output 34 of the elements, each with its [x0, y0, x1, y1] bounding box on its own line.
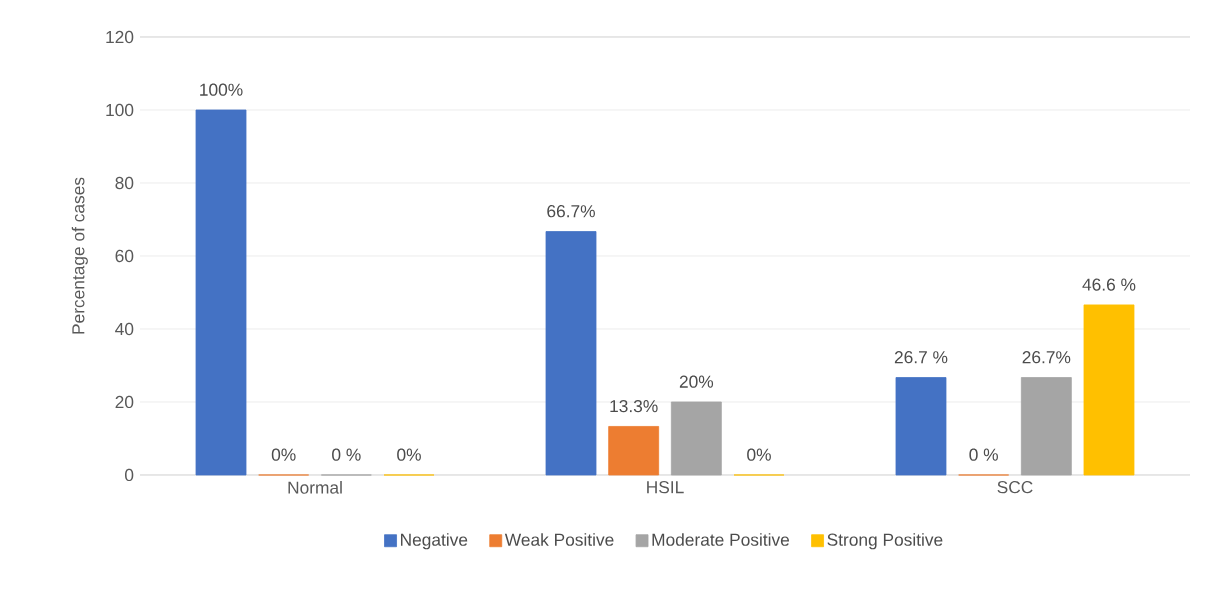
legend-label: Weak Positive: [504, 533, 614, 546]
data-label: 26.7 %: [894, 351, 948, 364]
bar: [195, 109, 247, 476]
data-label: 0%: [747, 448, 771, 461]
y-tick-label: 60: [115, 249, 134, 263]
y-tick-label: 0: [125, 468, 134, 482]
data-label: 0 %: [969, 448, 998, 461]
y-tick-label: 120: [106, 30, 134, 44]
data-label: 0%: [397, 448, 421, 461]
legend-label: Negative: [401, 533, 468, 550]
x-tick-label: SCC: [997, 481, 1033, 494]
data-label: 66.7%: [547, 205, 595, 218]
bar: [1020, 377, 1072, 476]
y-tick-label: 80: [115, 176, 134, 190]
data-label: 20%: [679, 375, 714, 388]
data-label: 26.7%: [1022, 351, 1071, 364]
bar: [608, 426, 660, 476]
y-tick-label: 100: [106, 103, 134, 117]
bar: [895, 377, 947, 476]
y-axis-title: Percentage of cases: [71, 177, 88, 334]
x-tick-label: Normal: [288, 481, 342, 494]
data-label: 100%: [200, 83, 243, 96]
data-label: 46.6 %: [1082, 278, 1136, 291]
bar: [545, 231, 597, 476]
data-label: 0 %: [332, 448, 361, 461]
bar: [1083, 304, 1135, 476]
legend-label: Moderate Positive: [652, 533, 790, 546]
y-tick-label: 40: [115, 322, 134, 336]
y-tick-label: 20: [115, 395, 134, 409]
data-label: 13.3%: [610, 399, 658, 413]
x-tick-label: HSIL: [647, 481, 684, 494]
legend-label: Strong Positive: [827, 533, 943, 550]
data-label: 0%: [271, 448, 296, 461]
bar: [670, 401, 722, 476]
